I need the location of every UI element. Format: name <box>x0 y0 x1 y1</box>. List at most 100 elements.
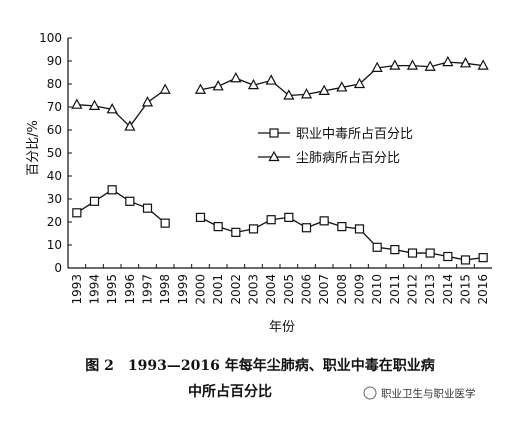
data-point <box>389 59 401 70</box>
x-tick-label: 2006 <box>300 274 314 305</box>
x-tick-label: 2005 <box>282 274 296 305</box>
x-tick-label: 2016 <box>476 274 490 305</box>
y-ticks: 0 10 20 30 40 50 60 70 80 90 100 <box>39 31 72 275</box>
data-point <box>106 103 118 114</box>
data-point <box>160 218 170 228</box>
data-point <box>425 248 435 258</box>
x-tick-label: 2001 <box>211 274 225 305</box>
data-point <box>442 55 454 67</box>
axes <box>67 38 492 269</box>
data-point <box>406 59 419 70</box>
x-tick-label: 1993 <box>70 274 84 305</box>
x-tick-label: 2008 <box>335 274 349 305</box>
data-point <box>337 222 347 232</box>
data-point <box>124 120 136 131</box>
caption-line-1: 图 2 1993—2016 年每年尘肺病、职业中毒在职业病 <box>85 357 434 374</box>
x-tick-label: 1995 <box>105 274 119 305</box>
x-tick-label: 1994 <box>88 274 102 305</box>
data-point <box>319 216 329 226</box>
x-axis-title: 年份 <box>269 320 295 335</box>
x-tick-label: 2000 <box>194 274 208 305</box>
data-point <box>407 248 418 258</box>
data-point <box>300 88 313 99</box>
wechat-icon <box>363 386 377 400</box>
series-1 <box>72 185 488 265</box>
data-point <box>301 223 312 233</box>
data-point <box>284 212 294 222</box>
data-point <box>71 98 83 109</box>
x-tick-label: 1999 <box>176 274 190 305</box>
x-tick-label: 1996 <box>123 274 137 305</box>
x-tick-label: 1998 <box>158 274 172 305</box>
data-point <box>141 96 154 107</box>
x-ticks: 1993 1994 1995 1996 1997 1998 1999 2000 2001 2002… <box>70 264 490 305</box>
data-point <box>107 185 117 195</box>
data-point <box>159 83 171 94</box>
x-tick-label: 2015 <box>459 274 473 305</box>
series-2 <box>71 55 489 131</box>
data-point <box>318 84 330 96</box>
x-tick-label: 2014 <box>441 274 455 305</box>
y-axis-title: 百分比/% <box>26 120 41 176</box>
x-tick-label: 2011 <box>388 274 402 305</box>
y-tick-label: 70 <box>47 100 62 114</box>
x-tick-label: 2012 <box>406 274 420 305</box>
data-point <box>212 80 224 91</box>
y-tick-label: 60 <box>47 123 62 137</box>
data-point <box>88 99 101 110</box>
data-point <box>142 203 153 213</box>
y-tick-label: 30 <box>47 192 62 206</box>
watermark-text: 职业卫生与职业医学 <box>381 387 476 400</box>
x-tick-label: 1997 <box>141 274 155 305</box>
data-point <box>353 77 366 89</box>
data-point <box>125 196 135 206</box>
data-point <box>460 255 471 265</box>
y-tick-label: 10 <box>47 238 62 252</box>
y-tick-label: 20 <box>47 215 62 229</box>
x-tick-label: 2009 <box>353 274 367 305</box>
x-tick-label: 2002 <box>229 274 243 305</box>
data-point <box>424 60 436 71</box>
data-point <box>248 224 259 234</box>
data-point <box>283 89 295 100</box>
data-point <box>230 71 242 83</box>
data-point <box>477 59 489 70</box>
data-point <box>72 208 82 218</box>
data-point <box>459 57 472 68</box>
data-point <box>372 242 382 252</box>
caption-line-2: 中所占百分比 <box>188 383 272 400</box>
x-tick-label: 2003 <box>247 274 261 305</box>
data-point <box>89 196 100 206</box>
data-point <box>265 74 277 85</box>
legend-label: 尘肺病所占百分比 <box>296 151 400 166</box>
x-tick-label: 2013 <box>423 274 437 305</box>
y-tick-label: 90 <box>47 54 62 68</box>
data-point <box>194 83 207 94</box>
data-point <box>213 222 223 232</box>
legend-item-2: 尘肺病所占百分比 <box>258 150 400 166</box>
data-point <box>195 212 206 222</box>
x-tick-label: 2004 <box>264 274 278 305</box>
x-tick-label: 2007 <box>317 274 331 305</box>
y-tick-label: 50 <box>47 146 62 160</box>
data-point <box>443 251 453 262</box>
y-tick-label: 0 <box>54 261 62 275</box>
y-tick-label: 80 <box>47 77 62 91</box>
series-group <box>71 55 489 265</box>
legend-marker <box>269 128 279 138</box>
legend-marker <box>268 150 280 162</box>
data-point <box>266 215 276 225</box>
data-point <box>478 253 488 263</box>
y-tick-label: 40 <box>47 169 62 183</box>
data-point <box>354 224 365 234</box>
watermark: 职业卫生与职业医学 <box>363 386 476 400</box>
data-point <box>247 78 260 90</box>
data-point <box>336 81 348 92</box>
legend-item-1: 职业中毒所占百分比 <box>258 127 413 142</box>
data-point <box>231 227 241 237</box>
y-tick-label: 100 <box>39 31 62 45</box>
data-point <box>390 245 400 255</box>
